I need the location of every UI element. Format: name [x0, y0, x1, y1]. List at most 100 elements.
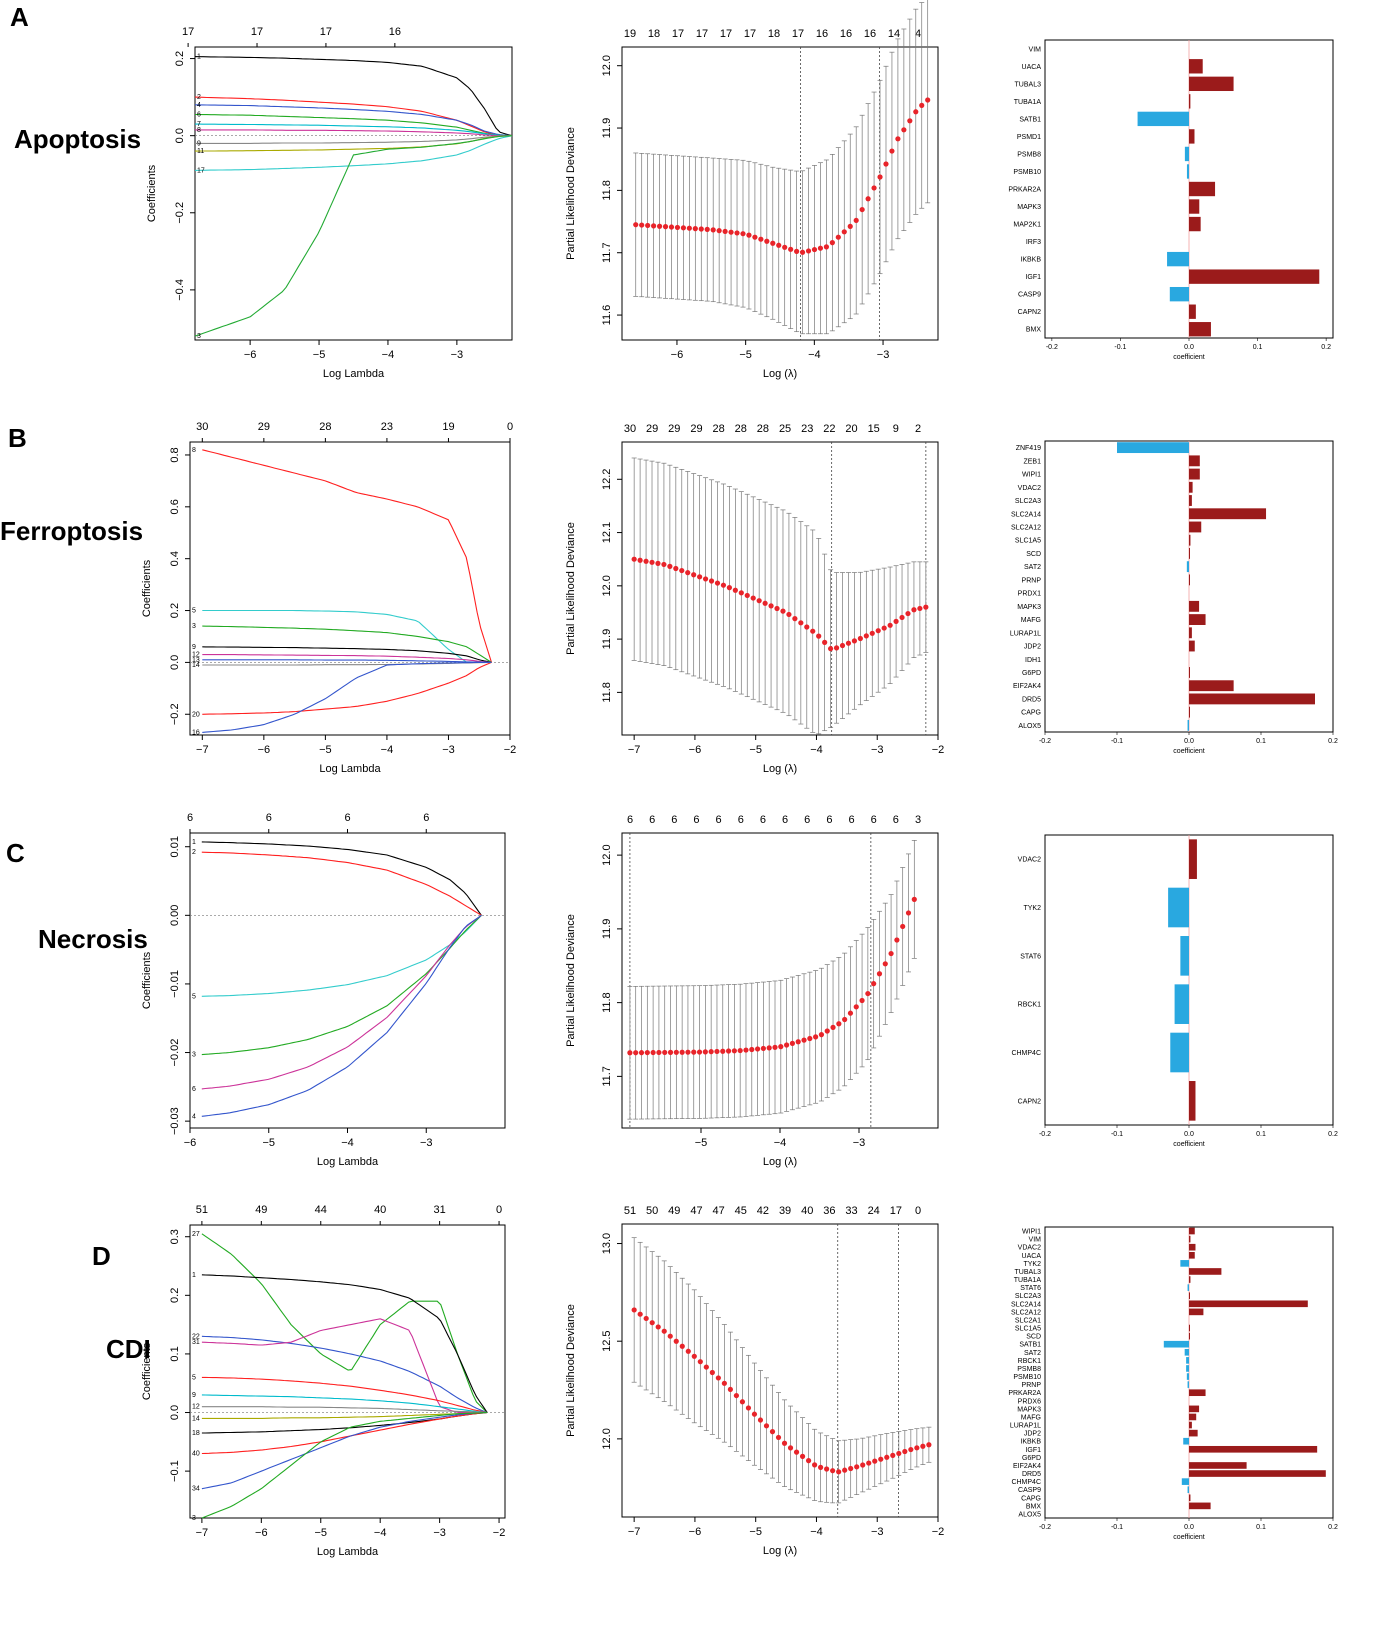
panel-d-lasso-path-xtick-label: −3 — [433, 1527, 446, 1539]
panel-b-cv-cv-point — [923, 604, 929, 610]
panel-d-cv-cv-point — [673, 1338, 679, 1344]
panel-a-cv-cv-point — [698, 226, 704, 232]
panel-d-coef-bar-gene-label: ALOX5 — [1018, 1511, 1041, 1518]
panel-c-lasso-path-xtick-label: −4 — [341, 1137, 354, 1149]
panel-d-coef-bar-gene-label: PRDX6 — [1018, 1398, 1041, 1405]
panel-d-cv-cv-point — [884, 1454, 890, 1460]
panel-a-cv-cv-point — [799, 249, 806, 255]
panel-b-lasso-path: −7 −6 −5 −4 −3 −2 30 29 28 23 19 0 −0.2 0.0 0.2 0.4 0.6 0… — [141, 421, 516, 775]
panel-d-coef-bar-bar-igf1 — [1189, 1445, 1318, 1453]
panel-c-lasso-path-ytick-label: −0.02 — [169, 1039, 181, 1067]
panel-a-lasso-path-series-label-17: 17 — [197, 167, 205, 174]
panel-d-lasso-path-xtick-label: −6 — [255, 1527, 268, 1539]
panel-d-cv-toptick-label: 50 — [646, 1205, 658, 1217]
panel-b-cv-cv-point — [720, 582, 727, 588]
panel-c-coef-bar-xtick-label: -0.2 — [1039, 1131, 1051, 1138]
panel-b-cv-toptick-label: 23 — [801, 423, 813, 435]
panel-b-cv-toptick-label: 28 — [757, 423, 769, 435]
panel-d-coef-bar-bar-prnp — [1187, 1381, 1189, 1388]
panel-a-lasso-path-series-label-7: 7 — [197, 121, 201, 128]
panel-b-coef-bar-gene-label: PRNP — [1022, 577, 1042, 584]
panel-d-cv-cv-point — [842, 1467, 848, 1473]
panel-b-cv-xtick-label: −2 — [932, 744, 945, 756]
panel-c-lasso-path-toptick-label: 6 — [423, 812, 429, 824]
panel-d-coef-bar-gene-label: SCD — [1026, 1334, 1041, 1341]
panel-a-coef-bar-gene-label: IRF3 — [1026, 239, 1041, 246]
panel-c-cv-toptick-label: 6 — [716, 814, 722, 826]
panel-d-lasso-path-toptick-label: 31 — [433, 1204, 445, 1216]
panel-c-cv-cv-point — [894, 937, 900, 943]
panel-a-cv-cv-point — [895, 136, 901, 142]
panel-d-cv-cv-point — [787, 1445, 794, 1451]
panel-b-cv-cv-point — [750, 595, 756, 601]
panel-a-lasso-path-series-label-6: 6 — [197, 111, 201, 118]
panel-a-cv-cv-point — [877, 174, 883, 180]
panel-c-lasso-path-series-6 — [201, 914, 482, 1090]
panel-c-coef-bar-gene-label: STAT6 — [1020, 953, 1041, 960]
panel-d-coef-bar-bar-casp9 — [1187, 1486, 1189, 1494]
panel-b-coef-bar-bar-alox5 — [1187, 719, 1189, 731]
panel-d-cv-cv-point — [872, 1458, 878, 1464]
panel-c-cv-cv-point — [911, 896, 917, 902]
panel-d-cv-cv-point — [649, 1320, 655, 1326]
panel-d-lasso-path-series-label-12: 12 — [192, 1404, 200, 1411]
panel-c-coef-bar-gene-label: TYK2 — [1023, 905, 1041, 912]
panel-a-coef-bar-bar-uaca — [1189, 59, 1203, 74]
panel-c-cv-cv-point — [673, 1049, 679, 1055]
panel-a-cv-cv-point — [674, 224, 681, 231]
panel-a-lasso-path-ytick-label: −0.2 — [174, 202, 186, 224]
panel-b-coef-bar: ZNF419 ZEB1 WIPI1 VDAC2 SLC2A3 SLC2A14 SLC2A12… — [1010, 440, 1338, 755]
panel-d-cv-xtick-label: −7 — [628, 1526, 641, 1538]
panel-a-cv-cv-point — [740, 231, 746, 237]
panel-a-coef-bar-gene-label: MAP2K1 — [1013, 222, 1041, 229]
panel-d-coef-bar-gene-label: PRKAR2A — [1008, 1390, 1041, 1397]
panel-d-cv-xtick-label: −3 — [871, 1526, 884, 1538]
panel-d-lasso-path-series-12 — [201, 1406, 488, 1414]
panel-d-lasso-path-series-label-22: 22 — [192, 1333, 200, 1340]
panel-d-cv-cv-point — [781, 1440, 788, 1446]
panel-c-lasso-path-series-5 — [201, 914, 482, 997]
panel-b-lasso-path-series-12 — [202, 654, 492, 663]
panel-d-lasso-path-ytick-label: 0.3 — [169, 1229, 181, 1244]
panel-c-lasso-path-series-1 — [201, 841, 482, 916]
panel-d-coef-bar-gene-label: SATB1 — [1019, 1342, 1041, 1349]
panel-a-lasso-path-series-6 — [195, 113, 513, 137]
panel-d-cv-cv-point — [890, 1452, 896, 1458]
panel-c-coef-bar-xtick-label: 0.0 — [1184, 1131, 1194, 1138]
panel-b-coef-bar-xtick-label: 0.1 — [1256, 738, 1266, 745]
panel-c-coef-bar-bar-chmp4c — [1170, 1032, 1189, 1073]
panel-b-lasso-path-series-label-5: 5 — [192, 608, 196, 615]
panel-b-lasso-path-series-label-20: 20 — [192, 711, 200, 718]
panel-d-coef-bar-xtick-label: -0.2 — [1039, 1524, 1051, 1531]
panel-b-lasso-path-ytick-label: 0.4 — [169, 551, 181, 566]
panel-d-lasso-path-series-label-31: 31 — [192, 1339, 200, 1346]
panel-c-cv-toptick-label: 6 — [871, 814, 877, 826]
panel-d-lasso-path-ytick-label: 0.0 — [169, 1405, 181, 1420]
panel-d-lasso-path-ytick-label: −0.1 — [169, 1460, 181, 1482]
panel-d-coef-bar-bar-slc2a12 — [1189, 1308, 1204, 1316]
panel-c-lasso-path-toptick-label: 6 — [266, 812, 272, 824]
panel-d-coef-bar-bar-rbck1 — [1186, 1357, 1189, 1364]
panel-b-coef-bar-gene-label: SLC2A3 — [1015, 498, 1041, 505]
panel-c-coef-bar: VDAC2 TYK2 STAT6 RBCK1 CHMP4C CAPN2 -0.2 -0.1 0.… — [1011, 834, 1338, 1148]
panel-d-coef-bar-gene-label: PSMB8 — [1017, 1366, 1041, 1373]
panel-a-cv-cv-point — [782, 244, 788, 250]
panel-d-cv-xtick-label: −2 — [932, 1526, 945, 1538]
panel-b-coef-bar-gene-label: IDH1 — [1025, 657, 1041, 664]
panel-a-cv-cv-point — [883, 161, 889, 167]
panel-b-coef-bar-bar-mafg — [1189, 614, 1206, 625]
panel-d-coef-bar-gene-label: RBCK1 — [1018, 1358, 1041, 1365]
panel-a-coef-bar-gene-label: UACA — [1022, 64, 1042, 71]
panel-b-coef-bar-bar-zeb1 — [1189, 455, 1200, 467]
panel-d-lasso-path-ytick-label: 0.2 — [169, 1288, 181, 1303]
panel-a-coef-bar-bar-igf1 — [1189, 269, 1320, 284]
panel-d-cv-toptick-label: 49 — [668, 1205, 680, 1217]
panel-a-cv-cv-point — [686, 225, 692, 231]
panel-c-lasso-path-ytick-label: −0.03 — [169, 1107, 181, 1135]
panel-c-cv-cv-point — [760, 1045, 766, 1052]
panel-c-coef-bar-xlabel: coefficient — [1173, 1141, 1204, 1148]
panel-d-cv-toptick-label: 24 — [868, 1205, 880, 1217]
panel-d-cv-cv-point — [661, 1328, 667, 1334]
panel-c-coef-bar-bar-vdac2 — [1189, 839, 1197, 879]
panel-d-cv: −7 −6 −5 −4 −3 −2 12.0 12.5 13.0 51 50 49 47 47 45 42 39… — [565, 1205, 944, 1557]
